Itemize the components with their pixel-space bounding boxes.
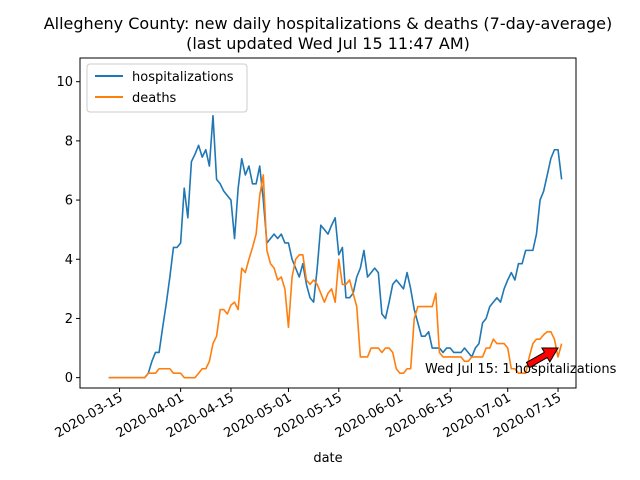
chart-subtitle: (last updated Wed Jul 15 11:47 AM)	[186, 34, 470, 53]
y-tick-label: 6	[65, 194, 73, 209]
y-tick-label: 8	[65, 134, 73, 149]
y-tick-label: 10	[56, 75, 73, 90]
chart-title: Allegheny County: new daily hospitalizat…	[44, 14, 613, 33]
legend-label-deaths: deaths	[132, 91, 177, 106]
legend-box	[86, 63, 248, 113]
series-line-hospitalizations	[108, 114, 563, 379]
plot-frame	[79, 57, 577, 389]
x-axis-label: date	[313, 451, 342, 466]
series-line-deaths	[108, 174, 563, 379]
y-tick-label: 0	[65, 371, 73, 386]
annotation-layer: Wed Jul 15: 1 hospitalizations	[425, 347, 617, 377]
annotation-arrow	[525, 347, 559, 369]
plot-area	[80, 58, 576, 388]
y-axis: 0 2 4 6 8 10	[56, 75, 80, 386]
y-tick-label: 2	[65, 312, 73, 327]
series-layer	[108, 114, 563, 379]
legend: hospitalizations deaths	[86, 63, 248, 113]
y-tick-label: 4	[65, 253, 73, 268]
annotation-label: Wed Jul 15: 1 hospitalizations	[425, 362, 617, 377]
legend-label-hospitalizations: hospitalizations	[132, 70, 234, 85]
